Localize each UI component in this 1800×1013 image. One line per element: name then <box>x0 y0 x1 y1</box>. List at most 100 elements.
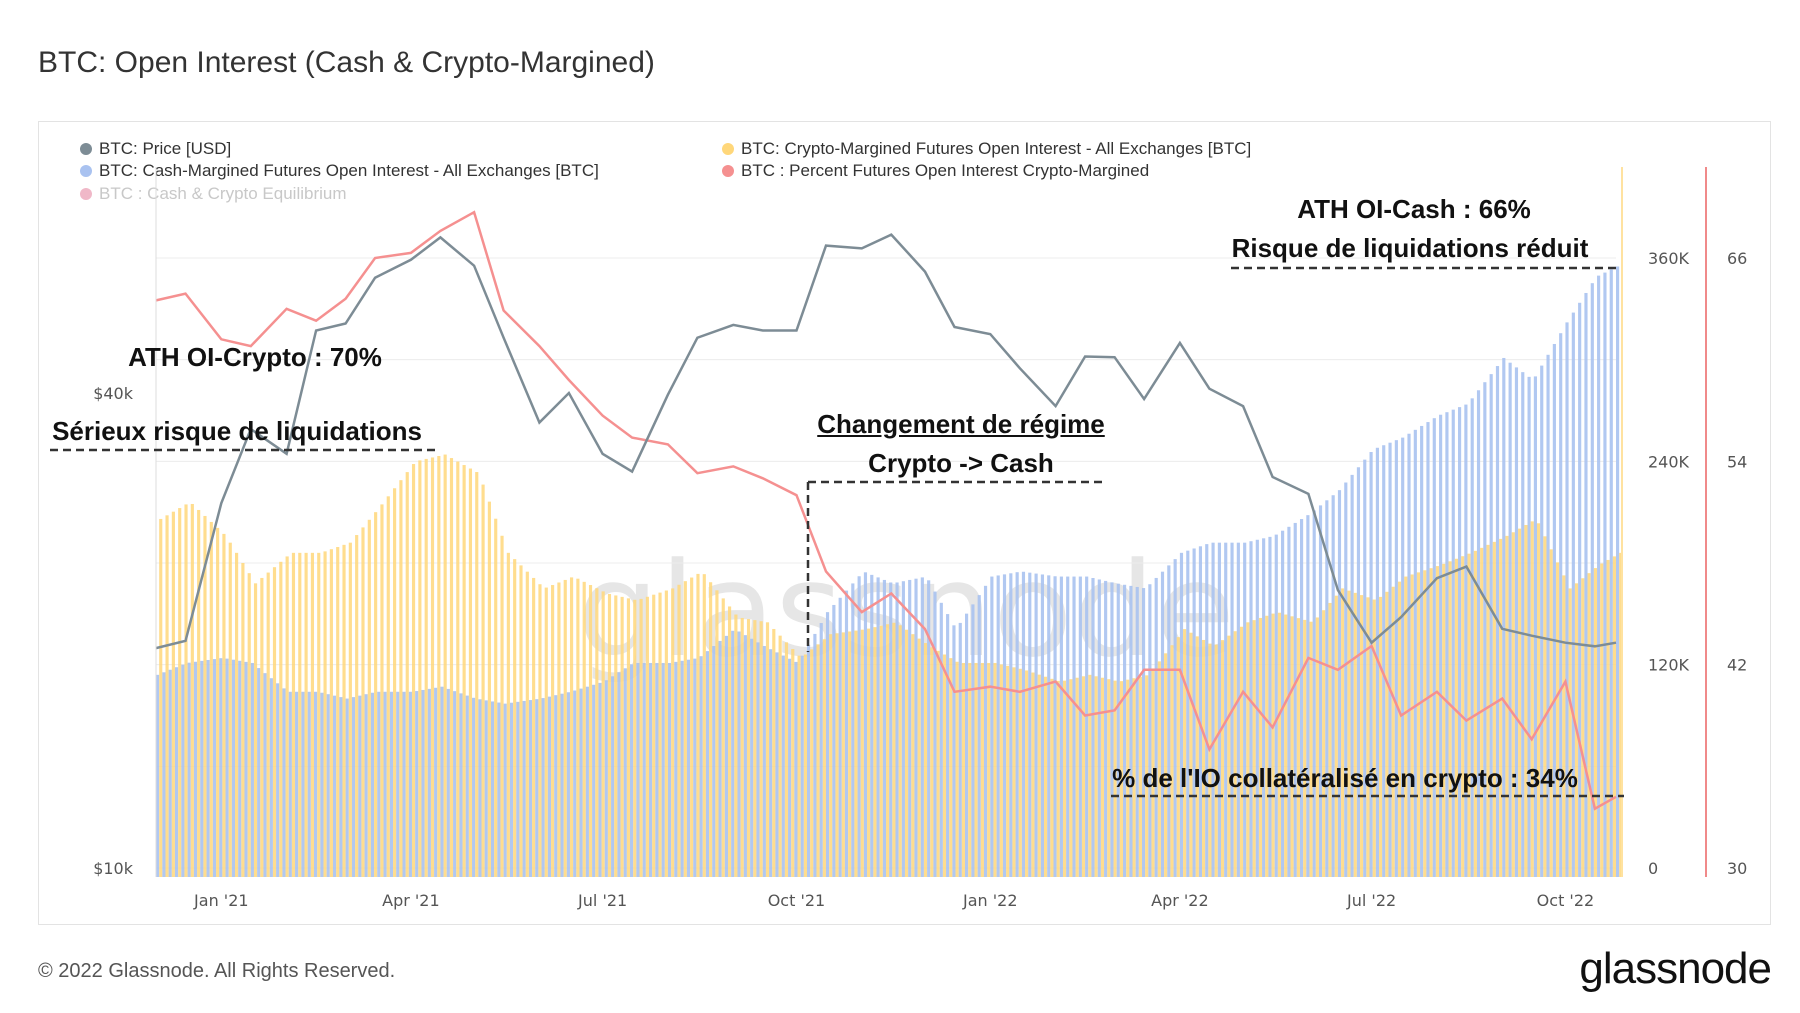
cash-oi-bar <box>547 696 552 877</box>
percent-crypto-margined-line <box>155 210 1617 811</box>
cash-oi-bar <box>1489 374 1493 877</box>
cash-oi-bar <box>1116 583 1120 877</box>
crypto-oi-bar <box>449 458 454 877</box>
crypto-oi-bar <box>1372 599 1376 877</box>
crypto-oi-bar <box>633 599 637 877</box>
x-tick-label: Jan '22 <box>962 891 1018 910</box>
crypto-oi-bar <box>348 542 352 877</box>
crypto-oi-bar <box>487 501 491 877</box>
crypto-oi-bar <box>746 619 751 877</box>
cash-oi-bar <box>459 693 463 877</box>
cash-oi-bar <box>1274 534 1278 877</box>
cash-oi-bar <box>1262 538 1266 877</box>
percent-tick-label: 30 <box>1727 859 1747 878</box>
cash-oi-bar <box>933 591 937 877</box>
crypto-oi-bar <box>386 496 390 877</box>
legend-item-cash-oi[interactable]: BTC: Cash-Margined Futures Open Interest… <box>80 161 599 181</box>
cash-oi-bar <box>320 692 324 877</box>
legend-item-price[interactable]: BTC: Price [USD] <box>80 139 231 159</box>
crypto-oi-bar <box>734 614 738 877</box>
crypto-oi-bar <box>475 472 479 877</box>
crypto-oi-bar <box>1081 676 1086 877</box>
cash-oi-bar <box>901 581 905 877</box>
crypto-oi-bar <box>709 582 713 877</box>
crypto-oi-bar <box>999 664 1003 877</box>
legend-dot-icon <box>722 143 734 155</box>
cash-oi-bar <box>1609 269 1613 877</box>
cash-oi-bar <box>939 602 943 877</box>
percent-tick-label: 54 <box>1727 452 1747 471</box>
crypto-oi-bar <box>968 662 972 877</box>
cash-oi-bar <box>503 703 507 877</box>
crypto-oi-bar <box>1050 678 1054 877</box>
crypto-oi-bar <box>266 572 270 877</box>
crypto-oi-bar <box>411 464 416 877</box>
crypto-oi-bar <box>753 620 757 877</box>
crypto-oi-bar <box>418 460 422 877</box>
cash-oi-bar <box>838 597 842 877</box>
crypto-oi-bar <box>645 596 649 877</box>
crypto-oi-bar <box>1347 590 1351 877</box>
cash-oi-bar <box>440 686 444 877</box>
crypto-oi-bar <box>1214 644 1218 877</box>
x-tick-label: Oct '21 <box>768 891 826 910</box>
cash-oi-bar <box>162 672 166 877</box>
legend-dot-icon <box>80 143 92 155</box>
crypto-oi-bar <box>664 590 668 877</box>
cash-oi-bar <box>276 683 280 877</box>
crypto-oi-bar <box>1107 679 1111 877</box>
crypto-oi-bar <box>1366 597 1370 877</box>
annotation-ath-cash: ATH OI-Cash : 66% <box>1297 194 1531 224</box>
cash-oi-bar <box>1167 565 1171 877</box>
crypto-oi-bar <box>848 631 852 877</box>
cash-oi-bar <box>453 691 457 877</box>
cash-oi-bar <box>592 684 596 877</box>
crypto-oi-bar <box>1410 574 1414 877</box>
cash-oi-bar <box>1514 367 1519 877</box>
crypto-oi-bar <box>1271 613 1275 877</box>
cash-oi-bar <box>756 642 760 877</box>
cash-oi-bar <box>617 672 621 877</box>
cash-oi-bar <box>1211 542 1215 877</box>
cash-oi-bar <box>800 655 804 877</box>
crypto-oi-bar <box>1195 636 1199 877</box>
crypto-oi-bar <box>1208 643 1212 877</box>
crypto-oi-bar <box>291 552 296 877</box>
cash-oi-bar <box>282 688 286 877</box>
cash-oi-bar <box>737 631 741 877</box>
crypto-oi-bar <box>1233 631 1237 877</box>
legend-item-percent[interactable]: BTC : Percent Futures Open Interest Cryp… <box>722 161 1149 181</box>
cash-oi-bar <box>1015 572 1019 877</box>
legend-item-crypto-oi[interactable]: BTC: Crypto-Margined Futures Open Intere… <box>722 139 1251 159</box>
cash-oi-bar <box>990 576 994 877</box>
cash-oi-bar <box>389 691 394 877</box>
crypto-oi-bar <box>197 509 201 877</box>
cash-oi-bar <box>927 580 931 877</box>
cash-oi-bar <box>788 658 792 877</box>
crypto-oi-bar <box>430 457 435 877</box>
cash-oi-bar <box>490 701 495 877</box>
cash-oi-bar <box>655 662 659 877</box>
cash-oi-bar <box>345 698 349 877</box>
cash-oi-bar <box>1205 544 1209 877</box>
crypto-oi-bar <box>1113 680 1117 877</box>
crypto-oi-bar <box>993 662 997 877</box>
crypto-oi-bar <box>1044 676 1048 877</box>
crypto-oi-bar <box>1404 576 1408 877</box>
crypto-oi-bar <box>298 552 302 877</box>
crypto-oi-bar <box>1353 592 1357 877</box>
cash-oi-bar <box>1420 425 1424 877</box>
crypto-oi-bar <box>961 662 966 877</box>
crypto-oi-bar <box>1119 681 1124 877</box>
cash-oi-bar <box>1287 526 1291 877</box>
cash-oi-bar <box>1331 495 1335 877</box>
crypto-oi-bar <box>171 511 175 877</box>
cash-oi-bar <box>1110 582 1114 877</box>
crypto-oi-bar <box>1138 676 1142 877</box>
cash-oi-bar <box>1584 292 1588 878</box>
cash-oi-bar <box>1148 584 1152 877</box>
crypto-oi-bar <box>1265 615 1269 877</box>
crypto-oi-bar <box>1467 553 1471 877</box>
cash-oi-bar <box>1028 572 1032 877</box>
legend-item-equilibrium[interactable]: BTC : Cash & Crypto Equilibrium <box>80 184 347 204</box>
